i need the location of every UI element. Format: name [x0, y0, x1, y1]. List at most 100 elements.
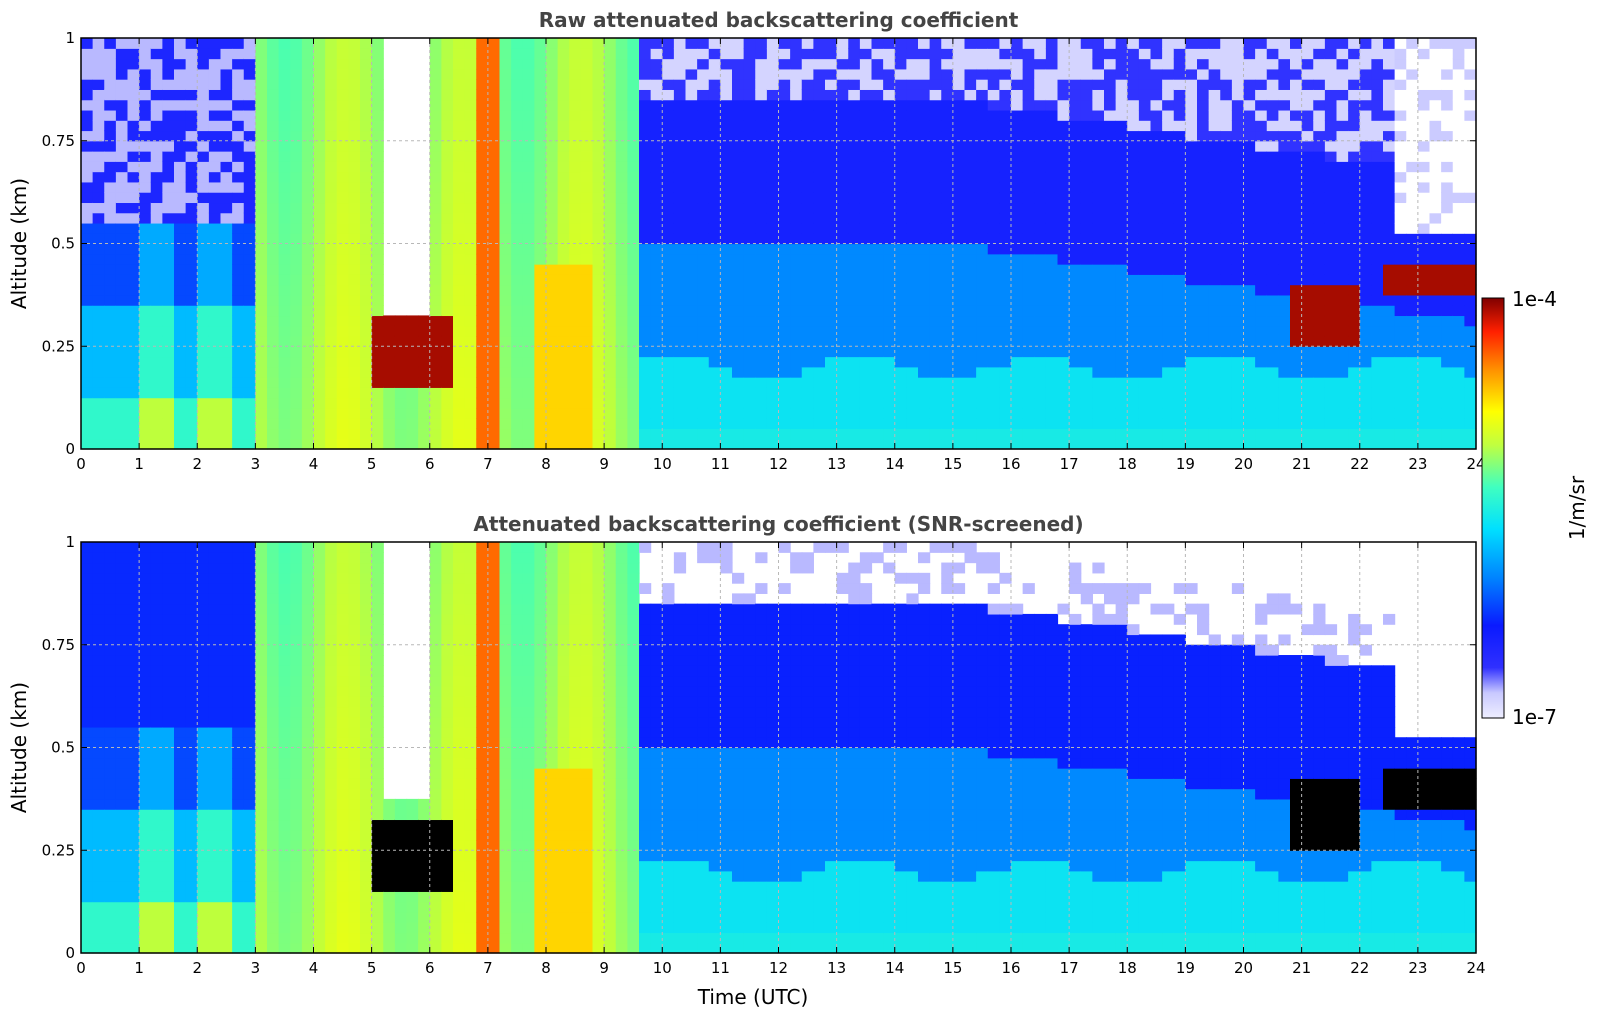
heatmap-cell [243, 284, 256, 296]
heatmap-cell [929, 120, 942, 132]
heatmap-cell [1138, 99, 1152, 111]
heatmap-cell [429, 377, 442, 388]
heatmap-cell [1208, 212, 1221, 224]
heatmap-cell [104, 181, 117, 193]
heatmap-cell [1220, 356, 1233, 368]
heatmap-cell [313, 151, 326, 162]
heatmap-cell [790, 356, 803, 368]
heatmap-cell [453, 181, 466, 193]
heatmap-cell [976, 151, 989, 162]
heatmap-cell [1150, 192, 1163, 204]
heatmap-cell [174, 202, 187, 214]
heatmap-cell [825, 109, 838, 121]
heatmap-cell [1022, 264, 1035, 275]
heatmap-cell [267, 109, 280, 121]
heatmap-cell [755, 222, 768, 234]
heatmap-cell [232, 140, 245, 152]
heatmap-cell [987, 130, 1000, 142]
heatmap-cell [627, 315, 640, 327]
heatmap-cell [81, 891, 94, 903]
heatmap-cell [569, 294, 582, 306]
heatmap-cell [1301, 38, 1314, 49]
heatmap-cell [267, 305, 280, 317]
heatmap-cell [453, 79, 466, 90]
heatmap-cell [1266, 99, 1279, 111]
heatmap-cell [604, 181, 617, 193]
heatmap-cell [755, 377, 768, 388]
heatmap-cell [1348, 305, 1361, 317]
heatmap-cell [639, 418, 652, 430]
heatmap-cell [813, 161, 826, 173]
heatmap-cell [139, 428, 152, 440]
heatmap-cell [1127, 377, 1140, 388]
heatmap-cell [569, 315, 582, 327]
heatmap-cell [162, 346, 175, 358]
heatmap-cell [185, 356, 198, 368]
heatmap-cell [511, 407, 524, 419]
heatmap-cell [918, 438, 931, 450]
heatmap-cell [1348, 294, 1361, 306]
heatmap-cell [441, 151, 454, 162]
heatmap-cell [1452, 366, 1465, 378]
heatmap-cell [859, 418, 873, 430]
heatmap-cell [580, 264, 594, 275]
heatmap-cell [1278, 212, 1291, 224]
heatmap-cell [139, 264, 152, 275]
heatmap-cell [1069, 377, 1082, 388]
heatmap-cell [871, 58, 884, 70]
heatmap-cell [1324, 192, 1338, 204]
heatmap-cell [976, 38, 989, 49]
heatmap-cell [685, 335, 698, 347]
heatmap-cell [197, 233, 210, 245]
heatmap-cell [1406, 120, 1419, 132]
heatmap-cell [976, 366, 989, 378]
heatmap-cell [1080, 366, 1093, 378]
heatmap-cell [534, 130, 547, 142]
heatmap-cell [592, 38, 605, 49]
heatmap-cell [766, 181, 780, 193]
heatmap-cell [197, 294, 210, 306]
heatmap-cell [1220, 202, 1233, 214]
heatmap-cell [941, 192, 954, 204]
heatmap-cell [464, 202, 477, 214]
heatmap-cell [906, 264, 919, 275]
heatmap-cell [1348, 325, 1361, 337]
heatmap-cell [708, 120, 721, 132]
heatmap-cell [976, 305, 989, 317]
heatmap-cell [673, 387, 687, 399]
heatmap-cell [1208, 89, 1221, 101]
heatmap-cell [534, 58, 547, 70]
heatmap-cell [185, 120, 198, 132]
heatmap-cell [1313, 264, 1326, 275]
heatmap-cell [1208, 264, 1221, 275]
heatmap-cell [162, 377, 175, 388]
heatmap-cell [429, 243, 442, 255]
heatmap-cell [267, 181, 280, 193]
heatmap-cell [999, 438, 1012, 450]
heatmap-cell [569, 120, 582, 132]
heatmap-cell [1243, 89, 1256, 101]
heatmap-cell [115, 274, 129, 286]
heatmap-cell [720, 48, 733, 60]
heatmap-cell [1464, 68, 1477, 80]
heatmap-cell [964, 438, 977, 450]
heatmap-cell [476, 140, 489, 152]
heatmap-cell [615, 202, 628, 214]
heatmap-cell [1150, 48, 1163, 60]
heatmap-cell [115, 325, 129, 337]
heatmap-cell [290, 253, 303, 265]
heatmap-cell [1441, 377, 1454, 388]
heatmap-cell [1173, 418, 1186, 430]
heatmap-cell [906, 181, 919, 193]
heatmap-cell [732, 161, 745, 173]
heatmap-cell [1069, 325, 1082, 337]
heatmap-cell [1197, 397, 1210, 409]
heatmap-cell [115, 202, 129, 214]
heatmap-cell [732, 192, 745, 204]
heatmap-cell [627, 243, 640, 255]
heatmap-cell [592, 305, 605, 317]
heatmap-cell [278, 161, 291, 173]
heatmap-cell [755, 284, 768, 296]
heatmap-cell [1348, 68, 1361, 80]
heatmap-cell [906, 315, 919, 327]
